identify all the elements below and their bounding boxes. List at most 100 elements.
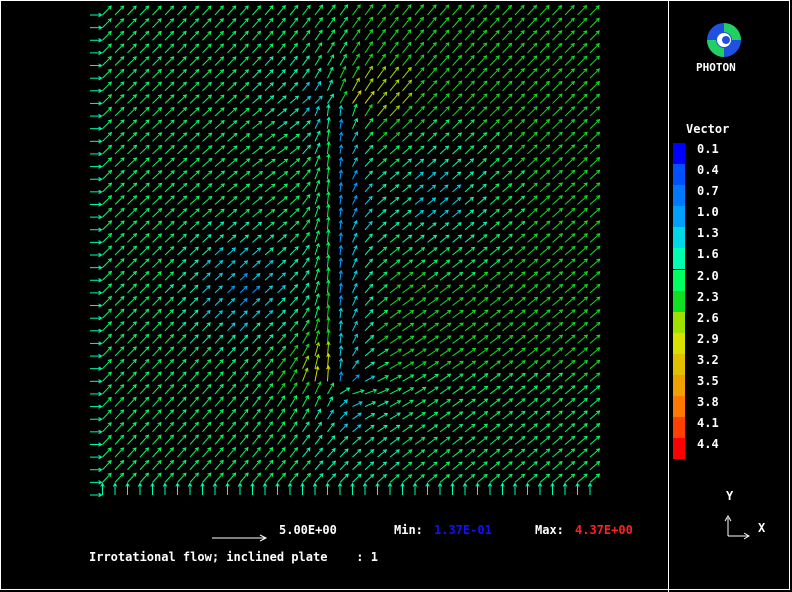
vector-arrow: [527, 309, 539, 319]
vector-arrow: [564, 131, 576, 142]
vector-arrow: [264, 221, 275, 231]
vector-arrow: [252, 285, 261, 294]
vector-arrow: [377, 461, 388, 471]
vector-arrow: [502, 334, 514, 344]
vector-arrow: [427, 41, 437, 54]
vector-arrow: [114, 131, 125, 142]
vector-arrow: [514, 208, 526, 218]
vector-arrow: [502, 473, 513, 483]
vector-arrow: [326, 165, 331, 180]
vector-arrow: [352, 169, 358, 180]
vector-arrow: [427, 297, 439, 306]
vector-arrow: [527, 385, 539, 395]
vector-arrow: [127, 94, 138, 104]
vector-arrow: [152, 434, 162, 445]
vector-arrow: [177, 144, 188, 155]
vector-arrow: [577, 321, 589, 332]
vector-arrow: [489, 196, 500, 205]
vector-arrow: [239, 346, 249, 357]
vector-arrow: [402, 246, 413, 256]
vector-arrow: [539, 131, 551, 142]
vector-arrow: [338, 118, 344, 129]
vector-arrow: [464, 335, 477, 344]
vector-arrow: [90, 366, 103, 371]
vector-arrow: [352, 156, 358, 167]
vector-arrow: [177, 346, 187, 357]
vector-arrow: [277, 68, 286, 79]
vector-arrow: [177, 409, 187, 420]
legend-label: 2.3: [697, 289, 719, 304]
vector-arrow: [326, 203, 331, 218]
vector-arrow: [102, 43, 112, 54]
vector-arrow: [489, 296, 501, 306]
vector-arrow: [589, 144, 601, 155]
vector-arrow: [550, 482, 555, 495]
vector-arrow: [139, 169, 150, 180]
vector-arrow: [402, 449, 413, 458]
vector-arrow: [475, 482, 480, 495]
vector-arrow: [227, 94, 238, 104]
vector-arrow: [152, 371, 162, 382]
vector-arrow: [564, 473, 576, 483]
vector-arrow: [389, 16, 399, 28]
vector-arrow: [514, 435, 526, 445]
vector-arrow: [539, 372, 551, 382]
vector-arrow: [577, 423, 588, 433]
vector-arrow: [339, 473, 349, 483]
vector-arrow: [164, 309, 174, 319]
vector-arrow: [514, 296, 526, 306]
vector-arrow: [152, 195, 163, 205]
vector-arrow: [302, 120, 311, 130]
vector-arrow: [90, 75, 103, 81]
vector-arrow: [338, 307, 344, 319]
vector-arrow: [552, 321, 564, 332]
vector-arrow: [464, 184, 474, 193]
vector-arrow: [439, 184, 449, 193]
vector-arrow: [414, 234, 425, 243]
vector-arrow: [264, 43, 274, 54]
vector-arrow: [114, 207, 125, 218]
vector-arrow: [502, 423, 514, 433]
vector-arrow: [314, 16, 323, 28]
vector-arrow: [364, 388, 378, 395]
vector-arrow: [139, 245, 150, 256]
vector-arrow: [527, 372, 539, 382]
vector-arrow: [487, 482, 493, 495]
vector-arrow: [552, 334, 564, 344]
vector-arrow: [314, 42, 323, 54]
vector-arrow: [314, 434, 323, 445]
vector-arrow: [139, 346, 150, 357]
vector-arrow: [264, 247, 274, 256]
vector-arrow: [277, 357, 286, 369]
vector-arrow: [589, 80, 601, 92]
vector-arrow: [439, 222, 450, 231]
vector-arrow: [277, 472, 286, 483]
vector-arrow: [189, 396, 199, 407]
vector-arrow: [162, 482, 168, 495]
legend-label: 3.2: [697, 352, 719, 367]
vector-arrow: [389, 400, 402, 408]
vector-arrow: [402, 209, 412, 218]
vector-arrow: [90, 63, 103, 68]
vector-arrow: [152, 459, 162, 471]
vector-arrow: [364, 90, 375, 104]
vector-arrow: [189, 321, 199, 332]
vector-arrow: [327, 422, 335, 433]
vector-arrow: [402, 361, 415, 370]
vector-arrow: [402, 436, 413, 445]
vector-arrow: [289, 308, 299, 319]
vector-arrow: [289, 296, 299, 306]
vector-arrow: [264, 56, 274, 66]
vector-arrow: [427, 209, 437, 218]
vector-arrow: [452, 297, 464, 306]
vector-arrow: [127, 409, 137, 420]
vector-arrow: [564, 80, 576, 92]
vector-arrow: [339, 65, 347, 79]
vector-arrow: [427, 16, 437, 28]
vector-arrow: [177, 170, 188, 180]
vector-arrow: [239, 183, 251, 193]
vector-arrow: [414, 374, 427, 382]
vector-arrow: [327, 93, 334, 104]
vector-arrow: [252, 43, 262, 54]
vector-arrow: [139, 283, 150, 294]
